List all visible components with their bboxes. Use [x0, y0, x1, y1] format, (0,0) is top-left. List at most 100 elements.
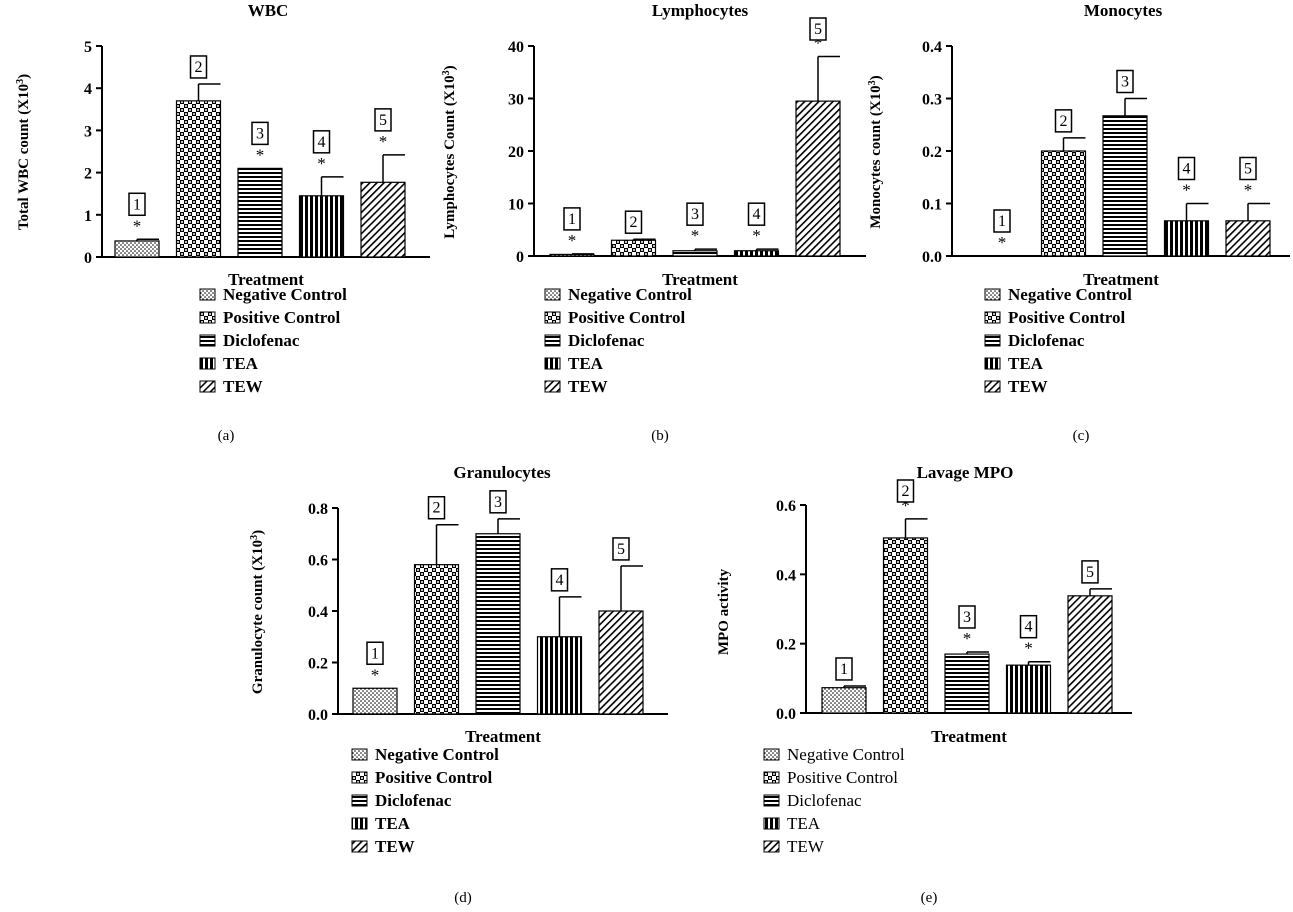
group-label-frame [747, 202, 766, 226]
group-label: 2 [902, 483, 910, 500]
group-label: 3 [963, 609, 971, 626]
group-label-frame [1081, 560, 1099, 584]
y-tick-label: 0.6 [308, 553, 328, 570]
group-label-frame [686, 202, 704, 226]
group-label-box: 4 [312, 130, 331, 154]
legend-entry: Positive Control [787, 768, 898, 787]
group-label-box: 4 [550, 568, 569, 592]
group-label: 4 [556, 572, 564, 589]
y-tick-label: 10 [508, 197, 524, 214]
legend-swatch [984, 288, 1001, 301]
bar-tew [795, 100, 841, 257]
legend-entry: Negative Control [223, 285, 347, 304]
legend-entry: Diclofenac [787, 791, 862, 810]
legend-swatch [351, 794, 368, 807]
significance-star: * [691, 226, 700, 245]
group-label-frame [835, 657, 853, 681]
bar-positive-control [175, 100, 222, 258]
legend-entry: Negative Control [375, 745, 499, 764]
y-tick-label: 0 [516, 249, 524, 266]
y-tick-label: 0.4 [922, 39, 942, 56]
bar-positive-control [610, 239, 657, 257]
significance-star: * [379, 132, 388, 151]
y-tick-label: 2 [84, 166, 92, 183]
legend-entry: TEW [1008, 377, 1048, 396]
legend-entry: TEA [1008, 354, 1044, 373]
chart-panel-b: Lymphocytes 0 10 20 30 40 Lymphocytes Count (X… [441, 1, 866, 444]
legend-swatch [351, 817, 368, 830]
chart-title: WBC [248, 1, 289, 20]
y-tick-label: 3 [84, 123, 92, 140]
significance-star: * [317, 154, 326, 173]
legend: Negative Control Positive Control Diclofen… [984, 285, 1132, 396]
legend-swatch [351, 748, 368, 761]
legend-swatch [199, 380, 216, 393]
y-tick-label: 0.1 [922, 197, 942, 214]
group-label-box: 4 [747, 202, 766, 226]
significance-star: * [568, 231, 577, 250]
panel-letter: (a) [218, 428, 235, 444]
group-label: 4 [318, 134, 326, 151]
y-tick-label: 20 [508, 144, 524, 161]
y-tick-label: 0.0 [922, 249, 942, 266]
group-label-frame [809, 17, 827, 41]
group-label-frame [612, 537, 630, 561]
legend-entry: Positive Control [568, 308, 686, 327]
group-label: 1 [840, 661, 848, 678]
group-label-frame [624, 210, 643, 234]
group-label-box: 1 [563, 207, 581, 231]
bar-tea [1163, 220, 1210, 257]
legend-entry: TEA [375, 814, 411, 833]
bar-negative-control [352, 687, 398, 715]
legend-swatch [544, 334, 561, 347]
y-axis-label: Total WBC count (X103) [15, 74, 33, 230]
significance-star: * [1182, 181, 1191, 200]
significance-star: * [901, 496, 910, 515]
bar-tea [536, 636, 583, 715]
legend-swatch [544, 288, 561, 301]
panel-letter: (e) [921, 890, 938, 906]
group-label-box: 4 [1019, 614, 1038, 639]
bar-diclofenac [237, 167, 283, 258]
group-label-box: 4 [1177, 156, 1196, 181]
group-label-box: 2 [189, 55, 208, 79]
legend: Negative Control Positive Control Diclofen… [199, 285, 347, 396]
group-label: 2 [195, 59, 203, 76]
bar-positive-control [882, 537, 929, 714]
bar-tea [1005, 664, 1052, 714]
group-label-box: 2 [624, 210, 643, 234]
bar-negative-control [549, 253, 595, 257]
legend-entry: Diclofenac [223, 331, 300, 350]
group-label-box: 1 [993, 209, 1011, 233]
group-label-frame [563, 207, 581, 231]
legend-swatch [199, 357, 216, 370]
bar-diclofenac [475, 533, 521, 715]
group-label-frame [427, 495, 446, 520]
group-label-box: 5 [374, 108, 392, 132]
y-tick-label: 0.8 [308, 501, 328, 518]
group-label: 2 [433, 500, 441, 517]
group-label-box: 1 [366, 641, 384, 665]
group-label: 4 [1025, 619, 1033, 636]
legend-swatch [984, 357, 1001, 370]
y-tick-label: 5 [84, 39, 92, 56]
bar-diclofenac [1102, 115, 1148, 257]
group-label-box: 3 [251, 121, 269, 146]
y-tick-label: 1 [84, 208, 92, 225]
legend-swatch [763, 748, 780, 761]
group-label-frame [1177, 156, 1196, 181]
significance-star: * [814, 34, 823, 53]
group-label: 3 [494, 494, 502, 511]
bar-tea [733, 250, 780, 257]
chart-panel-e: Lavage MPO 0.0 0.2 0.4 0.6 MPO activity Treatm… [716, 463, 1132, 906]
x-axis-label: Treatment [1083, 270, 1159, 289]
bar-tew [1225, 220, 1271, 257]
group-label-box: 3 [958, 605, 976, 629]
legend-entry: TEW [568, 377, 608, 396]
y-tick-label: 4 [84, 81, 92, 98]
group-label-frame [1019, 614, 1038, 639]
group-label-frame [1116, 69, 1134, 94]
group-label-frame [550, 568, 569, 592]
legend-swatch [199, 334, 216, 347]
